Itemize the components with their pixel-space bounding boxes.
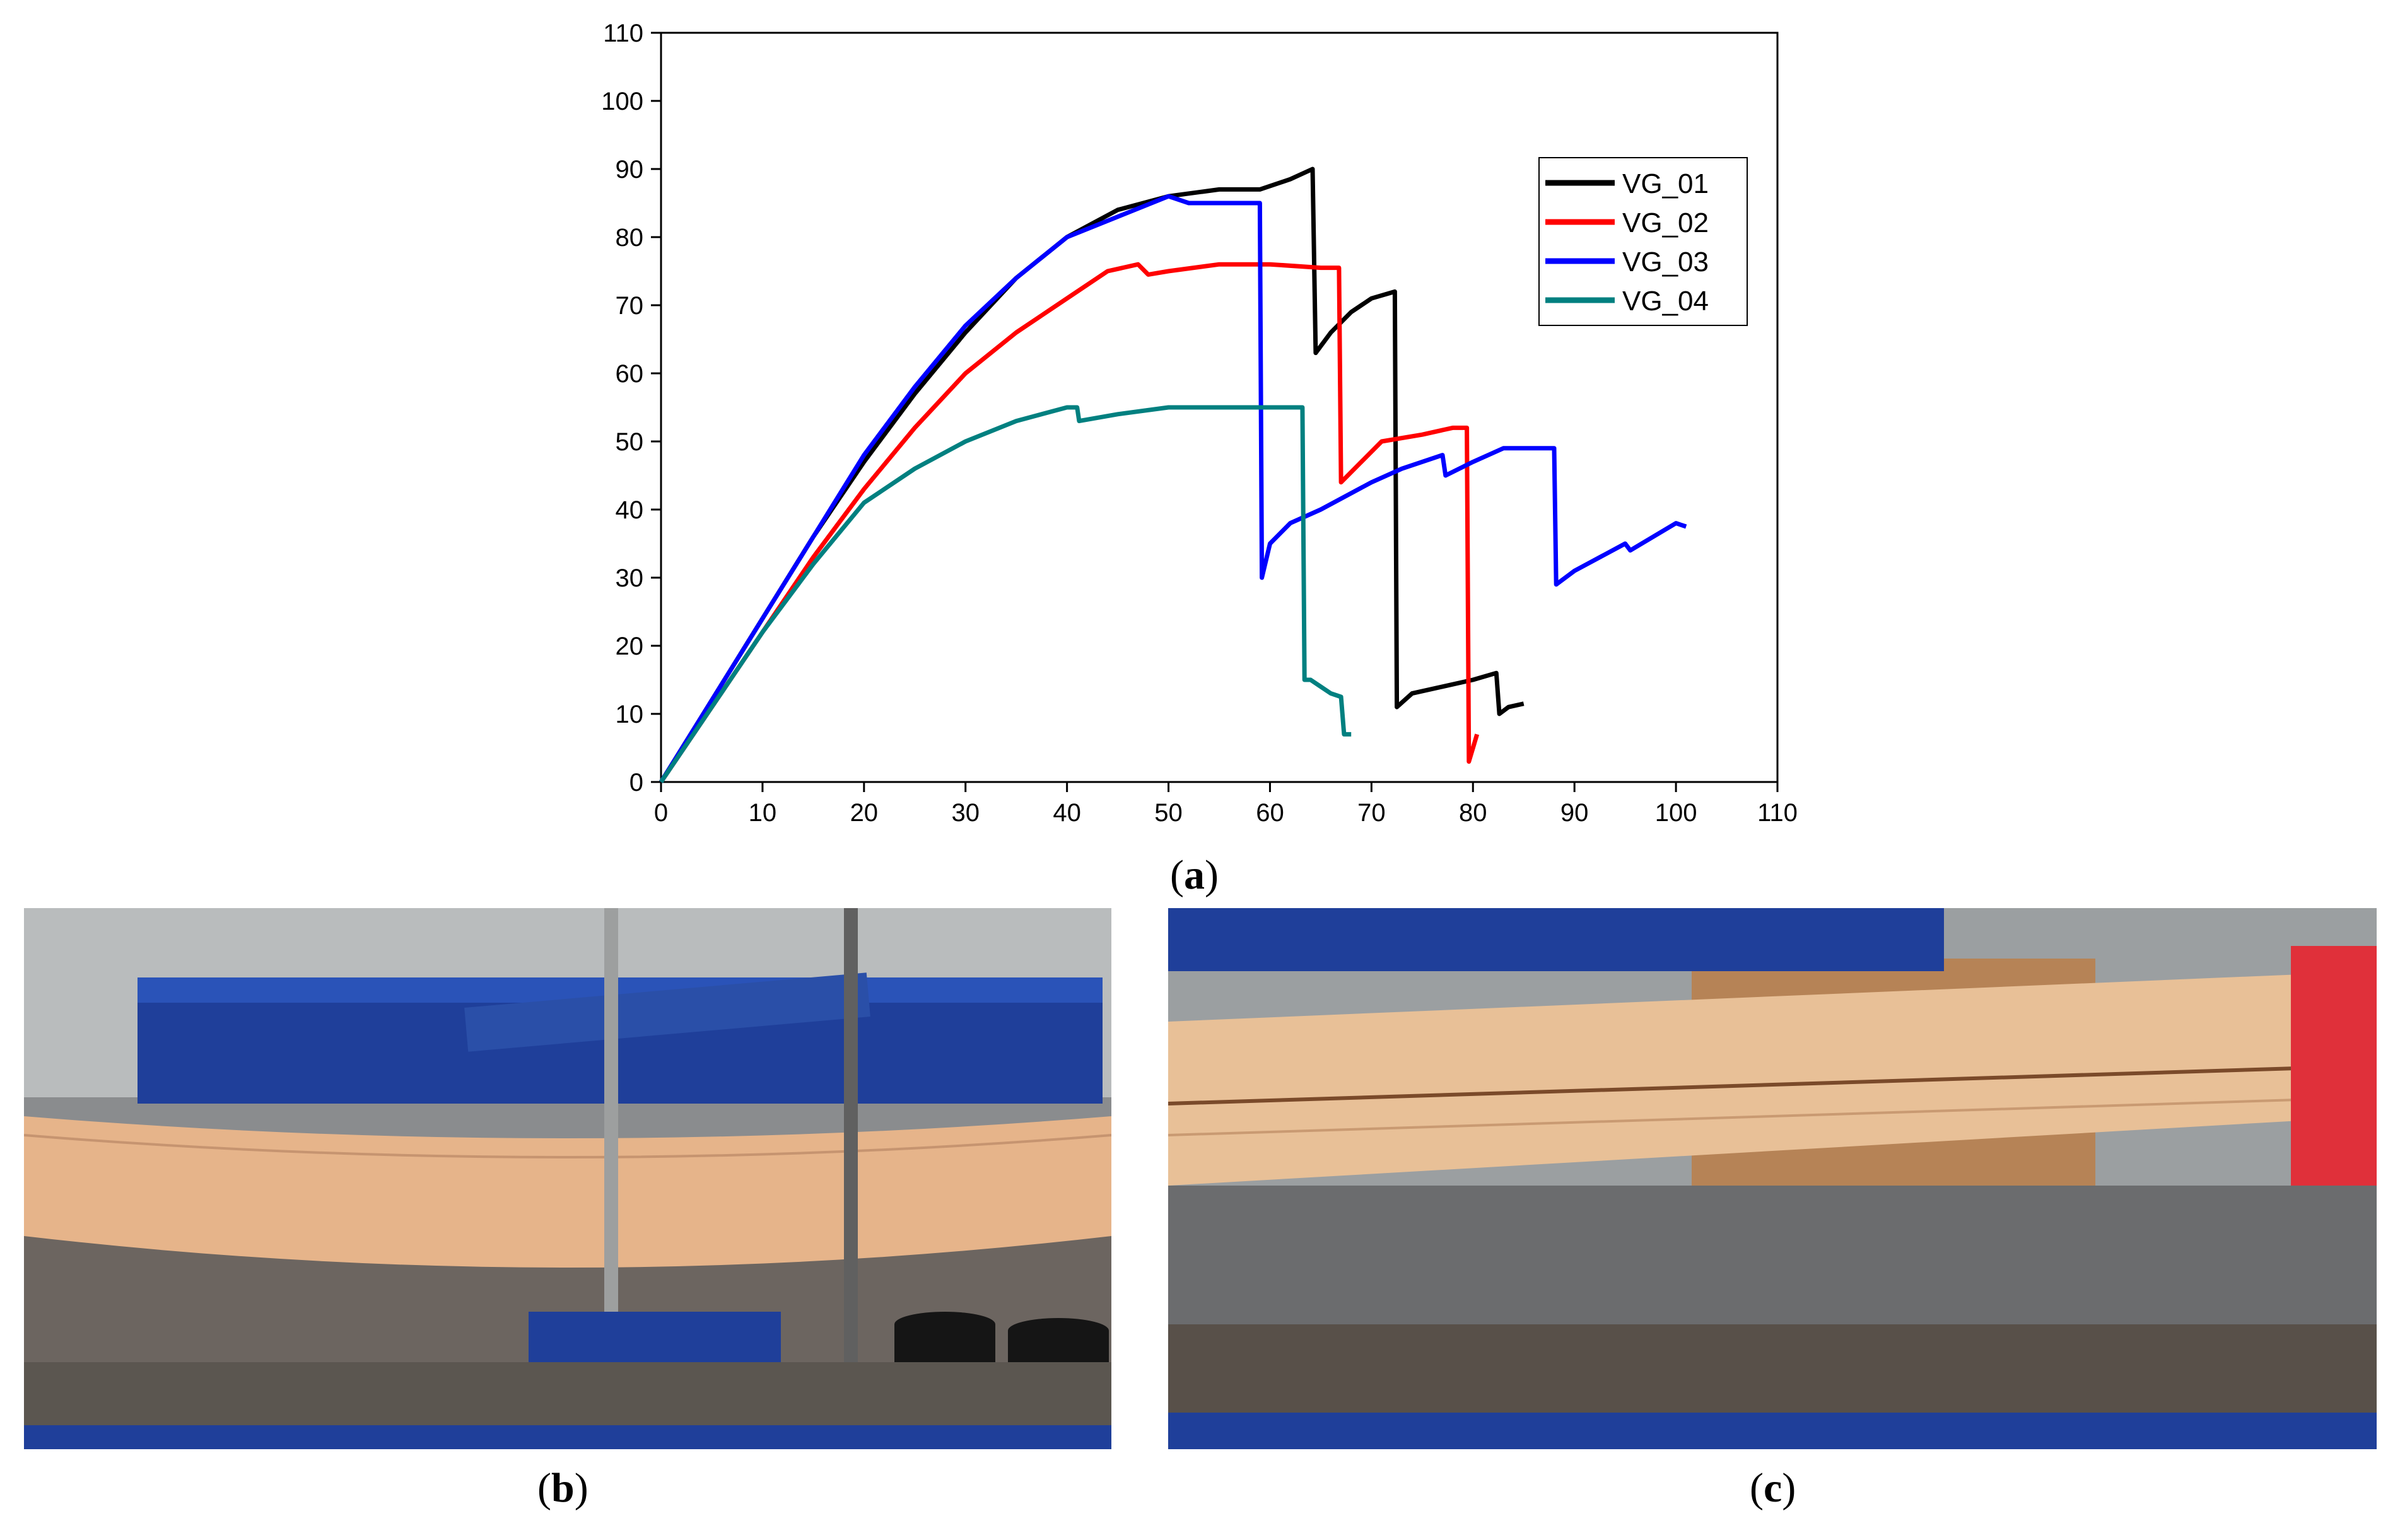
- x-tick-label: 110: [1757, 799, 1798, 827]
- x-tick-label: 40: [1053, 799, 1081, 827]
- legend-label: VG_02: [1622, 207, 1709, 238]
- series-line-vg-02: [659, 262, 1480, 783]
- y-tick-label: 0: [629, 769, 643, 796]
- legend-label: VG_04: [1622, 286, 1709, 317]
- y-tick-label: 110: [603, 20, 643, 47]
- legend-label: VG_03: [1622, 247, 1709, 277]
- y-tick-label: 40: [616, 496, 644, 524]
- load-displacement-chart: 0 10 20 30 40 50 60 70 80 90 100 110 0 10 20 30 40 50 60 70…: [601, 20, 1798, 827]
- x-tick-label: 90: [1560, 799, 1589, 827]
- panel-label-b: (b): [537, 1465, 588, 1511]
- photo-beam-test-b: [24, 908, 1111, 1449]
- x-tick-label: 80: [1459, 799, 1487, 827]
- y-tick-label: 100: [601, 88, 643, 115]
- chart-series-layer: [659, 166, 1687, 783]
- series-line-vg-01: [659, 166, 1525, 783]
- y-tick-label: 30: [616, 564, 644, 592]
- x-tick-label: 50: [1154, 799, 1183, 827]
- y-tick-label: 10: [616, 701, 644, 728]
- x-tick-label: 30: [951, 799, 980, 827]
- legend-label: VG_01: [1622, 168, 1709, 199]
- x-tick-label: 60: [1256, 799, 1284, 827]
- x-tick-label: 20: [850, 799, 879, 827]
- series-line-vg-03: [659, 194, 1687, 783]
- chart-legend: VG_01 VG_02 VG_03 VG_04: [1538, 157, 1748, 326]
- series-line-vg-04: [659, 405, 1352, 783]
- y-tick-label: 90: [616, 156, 644, 184]
- panel-label-c: (c): [1750, 1465, 1796, 1511]
- x-tick-label: 100: [1655, 799, 1697, 827]
- plot-frame: [660, 32, 1779, 783]
- panel-label-a: (a): [1170, 852, 1219, 898]
- y-tick-label: 50: [616, 428, 644, 456]
- y-tick-label: 20: [616, 633, 644, 660]
- x-tick-label: 70: [1357, 799, 1386, 827]
- photo-beam-test-c: [1168, 908, 2377, 1449]
- x-tick-label: 10: [749, 799, 777, 827]
- chart-axes: 0 10 20 30 40 50 60 70 80 90 100 110 0 10 20 30 40 50 60 70…: [601, 20, 1798, 827]
- y-tick-label: 70: [616, 292, 644, 320]
- x-tick-label: 0: [654, 799, 668, 827]
- y-tick-label: 60: [616, 360, 644, 388]
- y-tick-label: 80: [616, 224, 644, 252]
